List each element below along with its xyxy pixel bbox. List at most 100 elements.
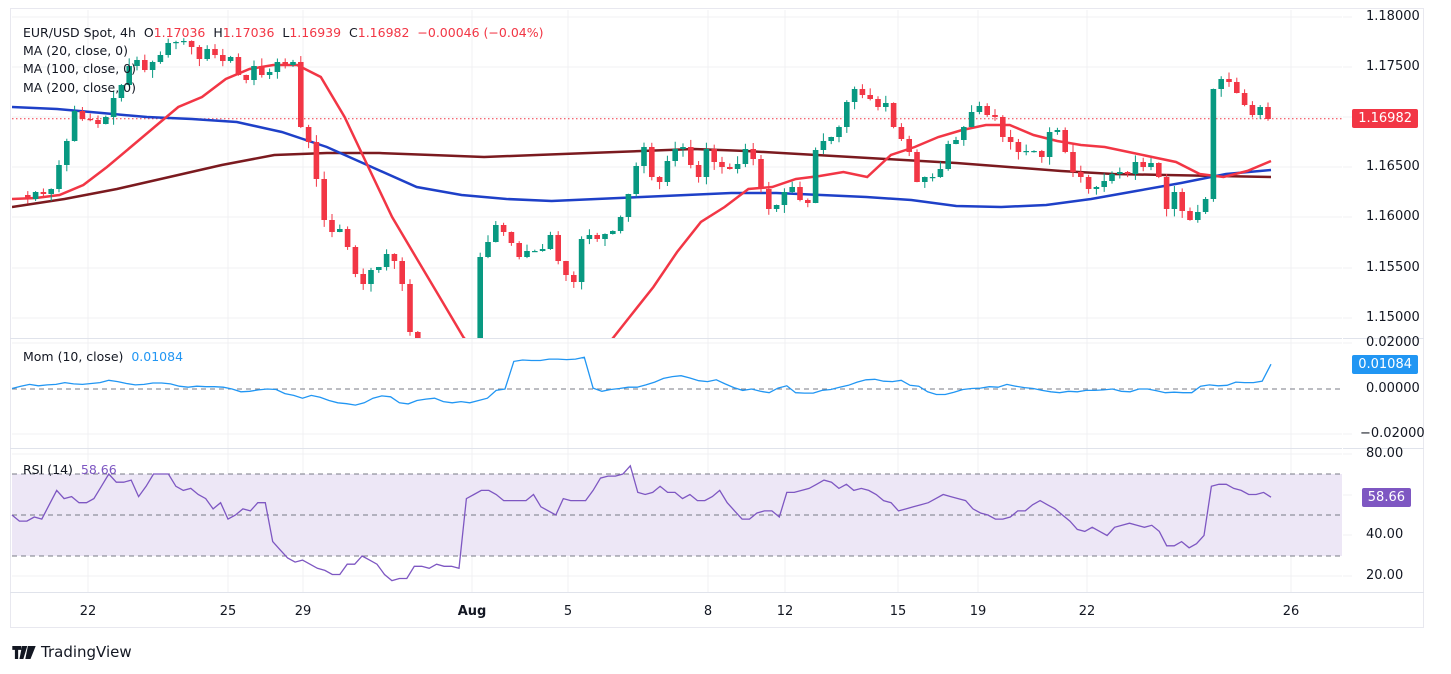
rsi-label: RSI (14) — [23, 462, 73, 477]
mom-tick: 0.02000 — [1366, 335, 1420, 350]
candle-down — [656, 177, 663, 182]
candle-down — [649, 147, 655, 177]
candle-up — [532, 251, 538, 253]
candle-down — [875, 99, 881, 107]
candle-down — [906, 139, 912, 152]
candle-down — [1249, 105, 1256, 115]
change-value: −0.00046 (−0.04%) — [417, 25, 544, 40]
candle-down — [727, 167, 733, 169]
candle-down — [797, 187, 803, 200]
ma100-legend[interactable]: MA (100, close, 0) — [23, 61, 136, 76]
rsi-line — [11, 464, 1272, 582]
price-tick: 1.16000 — [1366, 209, 1420, 224]
candle-up — [625, 194, 632, 217]
candle-up — [586, 235, 593, 239]
candle-up — [976, 106, 983, 112]
candle-up — [266, 72, 273, 75]
tradingview-logo[interactable]: TradingView — [12, 643, 132, 661]
candle-up — [602, 234, 608, 239]
candle-up — [48, 189, 54, 194]
candle-down — [695, 165, 702, 177]
candle-down — [1226, 79, 1232, 82]
candle-up — [446, 387, 452, 388]
candle-down — [805, 200, 811, 203]
candle-down — [407, 284, 413, 332]
candle-down — [142, 60, 148, 70]
candle-down — [555, 235, 561, 261]
candle-down — [516, 243, 522, 257]
candle-down — [220, 55, 226, 61]
candle-up — [828, 137, 834, 141]
candle-down — [758, 159, 764, 189]
high-label: H — [213, 25, 223, 40]
open-label: O — [143, 25, 154, 40]
candle-up — [1109, 174, 1115, 181]
candle-down — [711, 149, 717, 162]
candle-up — [968, 112, 975, 127]
symbol-legend: EUR/USD Spot, 4h O1.17036 H1.17036 L1.16… — [23, 24, 543, 41]
candle-up — [789, 187, 795, 192]
candle-up — [149, 62, 156, 70]
price-tick: 1.17500 — [1366, 59, 1420, 74]
candle-up — [1171, 192, 1178, 209]
candle-up — [493, 225, 499, 242]
candle-up — [134, 60, 140, 66]
candle-up — [610, 231, 616, 234]
price-panel[interactable] — [12, 38, 1372, 394]
candle-up — [251, 66, 257, 80]
candle-down — [399, 261, 405, 284]
rsi-legend-value: 58.66 — [80, 462, 117, 477]
time-tick: 22 — [79, 604, 97, 619]
candle-down — [196, 47, 203, 59]
mom-legend-value: 0.01084 — [131, 349, 184, 364]
rsi-legend[interactable]: RSI (14) 58.66 — [23, 461, 117, 478]
candle-up — [157, 55, 164, 62]
candle-down — [719, 162, 725, 167]
candle-up — [1195, 212, 1201, 220]
candle-up — [1132, 162, 1139, 174]
candle-down — [79, 111, 86, 119]
time-tick: 15 — [889, 604, 907, 619]
rsi-tick: 40.00 — [1366, 527, 1404, 542]
high-value: 1.17036 — [222, 25, 275, 40]
candle-up — [1031, 151, 1037, 153]
candle-down — [259, 66, 265, 75]
candle-up — [1210, 89, 1217, 199]
brand-name: TradingView — [41, 643, 132, 661]
candle-down — [87, 119, 93, 121]
last-price-tag: 1.16982 — [1352, 109, 1418, 128]
candle-down — [391, 254, 398, 261]
candle-down — [1187, 211, 1193, 220]
time-tick: 26 — [1282, 604, 1300, 619]
ma20-legend[interactable]: MA (20, close, 0) — [23, 43, 129, 58]
candle-down — [859, 89, 866, 95]
mom-tick: 0.00000 — [1366, 381, 1420, 396]
time-tick: 19 — [969, 604, 987, 619]
candle-up — [922, 177, 928, 182]
candle-up — [477, 257, 483, 338]
candle-up — [664, 161, 671, 182]
ma200-legend[interactable]: MA (200, close, 0) — [23, 80, 136, 95]
candle-up — [680, 147, 686, 149]
candle-up — [56, 165, 62, 189]
candle-down — [360, 274, 366, 284]
open-value: 1.17036 — [153, 25, 206, 40]
price-tick: 1.18000 — [1366, 9, 1420, 24]
candle-down — [1078, 172, 1084, 177]
candle-down — [1156, 163, 1162, 177]
low-label: L — [282, 25, 290, 40]
candle-down — [1007, 137, 1014, 142]
candle-down — [594, 235, 600, 239]
candle-up — [547, 235, 554, 249]
candle-up — [103, 117, 109, 124]
candle-down — [438, 377, 444, 387]
candle-up — [851, 89, 858, 102]
mom-legend[interactable]: Mom (10, close) 0.01084 — [23, 348, 183, 365]
candle-down — [95, 120, 101, 124]
tradingview-logo-icon — [12, 645, 36, 659]
candle-down — [898, 127, 905, 139]
candle-up — [578, 239, 585, 282]
candle-down — [867, 95, 873, 99]
mom-value-tag: 0.01084 — [1352, 355, 1418, 374]
